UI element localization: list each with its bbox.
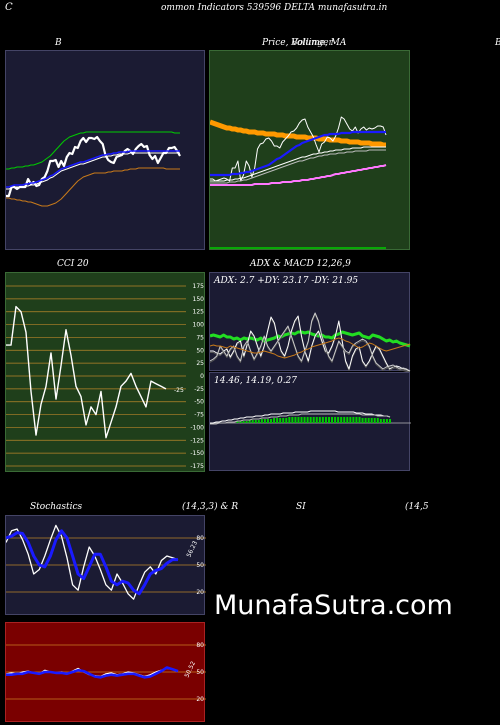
- adx-minus_dy-line: [210, 312, 411, 372]
- cci-tick-label: -25: [194, 386, 204, 393]
- rsi-params: (14,5: [405, 502, 429, 512]
- stoch-tick-label: 50: [196, 562, 204, 569]
- price-price-line: [210, 116, 387, 182]
- macd-panel: 14.46, 14.19, 0.27: [209, 372, 411, 471]
- cci-line: [6, 305, 167, 439]
- adx-panel: ADX: 2.7 +DY: 23.17 -DY: 21.95: [209, 272, 411, 372]
- cci-title: CCI 20: [57, 259, 89, 269]
- bollinger-chart: [6, 131, 181, 207]
- cci-tick-label: 25: [196, 360, 204, 367]
- stoch-panel: 80 50 20 56.23: [5, 515, 206, 615]
- cci-chart: 175 150 125 100 75 50 25 0 -25 -50 -75 -100 -125 -150…: [6, 283, 205, 470]
- bollinger-upper-line: [6, 131, 180, 170]
- adx-plus_dy-line: [210, 315, 411, 372]
- watermark: MunafaSutra.com: [214, 590, 453, 621]
- bollinger-middle-shadow: [6, 152, 180, 190]
- adx-macd-title: ADX & MACD 12,26,9: [250, 259, 351, 269]
- macd-chart: [210, 410, 411, 425]
- rsi-title: SI: [296, 502, 306, 512]
- macd-signal-line: [210, 413, 391, 425]
- bollinger-lower-line: [6, 167, 180, 207]
- price-ma-title: Price, Volume, MA: [262, 38, 347, 48]
- macd-label: 14.46, 14.19, 0.27: [214, 376, 298, 386]
- adx-signal_orange-line: [210, 337, 411, 359]
- price-ma_orange-line: [210, 119, 386, 148]
- price-ma-chart: [210, 116, 387, 249]
- stoch-d-line: [6, 529, 178, 596]
- cci-tick-label: -100: [190, 424, 204, 431]
- cci-tick-label: -125: [190, 437, 204, 444]
- left-letter: C: [5, 2, 13, 13]
- cci-tick-label: 100: [193, 322, 205, 329]
- adx-chart: [210, 312, 411, 372]
- cci-tick-label: 75: [196, 334, 204, 341]
- rsi-panel: 80 50 20 50.52: [5, 622, 206, 722]
- stoch-last-value: 56.23: [185, 540, 199, 559]
- rsi-tick-label: 20: [196, 696, 204, 703]
- macd-macd-line: [210, 410, 391, 424]
- stoch-params: (14,3,3) & R: [182, 502, 239, 512]
- price-ma_white_1-line: [210, 146, 386, 182]
- price-ma_pink-line: [210, 164, 387, 186]
- price-ma-panel: [209, 50, 410, 250]
- adx-label: ADX: 2.7 +DY: 23.17 -DY: 21.95: [214, 276, 359, 286]
- cci-tick-label: 150: [193, 296, 205, 303]
- cci-tick-label: -75: [194, 412, 204, 419]
- cci-tick-label: -50: [194, 399, 204, 406]
- cci-tick-label: 0: [200, 373, 204, 380]
- bollinger-price-line: [6, 135, 181, 198]
- bollinger-panel: [5, 50, 205, 250]
- stoch-tick-label: 80: [196, 535, 204, 542]
- rsi-tick-label: 80: [196, 642, 204, 649]
- cci-tick-label: 175: [193, 283, 205, 290]
- cci-panel: 175 150 125 100 75 50 25 0 -25 -50 -75 -100 -125 -150…: [5, 272, 205, 472]
- rsi-last-value: 50.52: [183, 660, 197, 679]
- rsi-chart: 80 50 20 50.52: [6, 642, 206, 703]
- price-ma_white_2-line: [210, 149, 386, 184]
- rsi-tick-label: 50: [196, 669, 204, 676]
- price-ma_blue-line: [210, 130, 386, 177]
- stoch-k-line: [6, 524, 179, 600]
- page-title: ommon Indicators 539596 DELTA munafasutr…: [161, 3, 388, 13]
- bollinger-title: B: [55, 38, 62, 48]
- cci-last-value: -25: [174, 387, 184, 394]
- bollinger-middle-line: [6, 150, 180, 188]
- adx-plus_dy-shadow: [210, 317, 411, 372]
- cci-tick-label: 50: [196, 347, 204, 354]
- stoch-tick-label: 20: [196, 589, 204, 596]
- cci-tick-label: -175: [190, 463, 204, 470]
- cci-tick-label: 125: [193, 309, 205, 316]
- price-ma-title-overlap: Bollinger: [291, 38, 333, 48]
- rsi-rsi_avg-line: [6, 666, 179, 679]
- cci-tick-label: -150: [190, 450, 204, 457]
- stoch-title: Stochastics: [30, 502, 83, 512]
- right-letter: B: [495, 38, 500, 48]
- stochastics-chart: 80 50 20 56.23: [6, 524, 206, 600]
